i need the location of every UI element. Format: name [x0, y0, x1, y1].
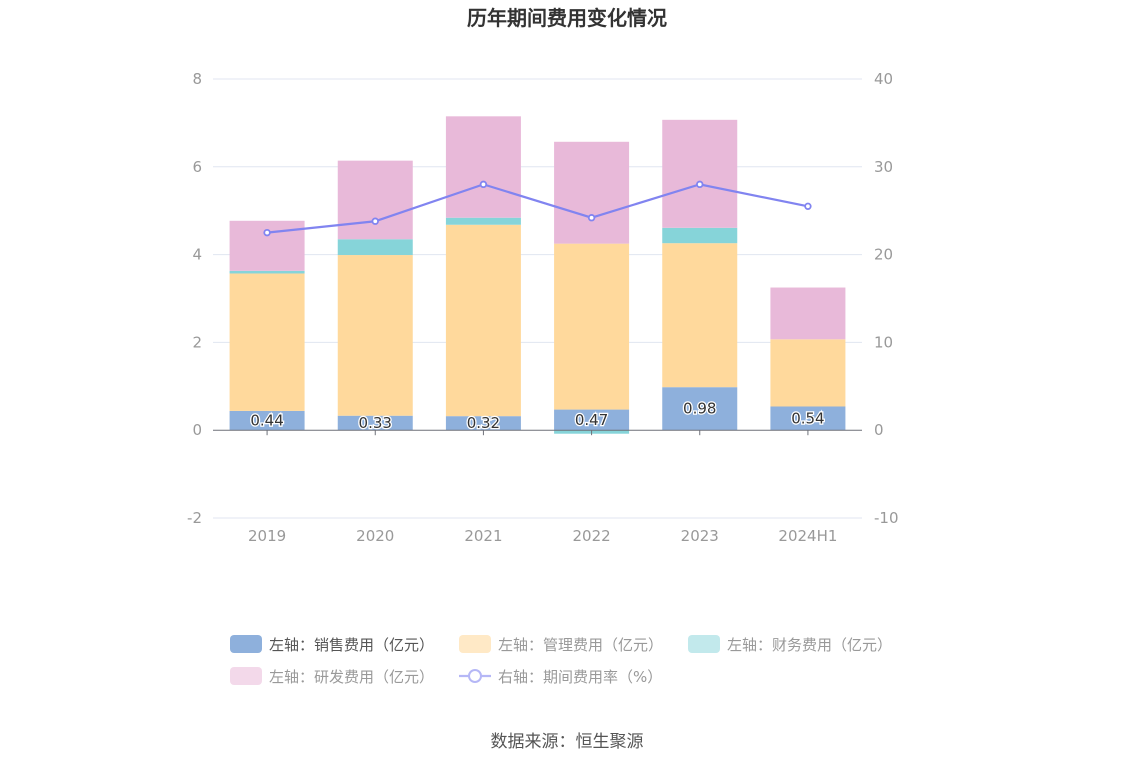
- rate-line: [266, 183, 809, 234]
- category-label: 2024H1: [778, 527, 837, 545]
- bar-segment: [445, 224, 521, 417]
- bar-value-label: 0.44: [250, 412, 283, 430]
- bar-segment: [662, 119, 738, 228]
- bar-value-label: 0.98: [683, 400, 716, 418]
- category-label: 2022: [572, 527, 610, 545]
- left-tick-label: -2: [187, 509, 202, 527]
- rate-point: [263, 228, 271, 237]
- legend-swatch: [230, 667, 262, 685]
- legend-item[interactable]: 左轴：研发费用（亿元）: [230, 667, 434, 686]
- right-tick-label: 40: [874, 70, 893, 88]
- rate-point: [479, 180, 488, 189]
- rate-point: [696, 180, 704, 189]
- right-tick-label: 10: [874, 333, 893, 351]
- bar-value-label: 0.54: [791, 409, 824, 427]
- legend-marker: [468, 669, 482, 683]
- data-source: 数据来源：恒生聚源: [491, 732, 644, 752]
- left-tick-label: 6: [192, 158, 202, 176]
- legend-label: 右轴：期间费用率（%）: [498, 668, 662, 686]
- bar-segment: [337, 239, 413, 256]
- bar-segment: [337, 255, 413, 416]
- legend-label: 左轴：销售费用（亿元）: [269, 636, 434, 654]
- bar-series: [229, 116, 846, 434]
- bar-segment: [770, 287, 846, 340]
- right-axis-ticks: -10 0 10 20 30 40: [874, 70, 899, 527]
- legend: 左轴：销售费用（亿元） 左轴：管理费用（亿元） 左轴：财务费用（亿元） 左轴：研发费用…: [230, 635, 892, 686]
- category-label: 2019: [248, 527, 286, 545]
- bar-value-label: 0.32: [467, 414, 500, 432]
- legend-swatch: [230, 635, 262, 653]
- line-series: [263, 180, 812, 237]
- bar-segment: [445, 116, 521, 218]
- right-tick-label: 20: [874, 246, 893, 264]
- bar-segment: [229, 270, 305, 274]
- left-tick-label: 4: [192, 246, 202, 264]
- bar-segment: [554, 409, 630, 431]
- rate-point: [587, 214, 596, 222]
- right-tick-label: 30: [874, 158, 893, 176]
- bar-value-label: 0.33: [359, 414, 392, 432]
- rate-point: [371, 217, 379, 225]
- bar-segment: [770, 406, 846, 431]
- bar-segment: [337, 415, 413, 431]
- category-labels: 2019 2020 2021 2022 2023 2024H1: [248, 527, 837, 545]
- left-tick-label: 2: [192, 333, 202, 351]
- bar-value-label: 0.47: [575, 411, 608, 429]
- bar-segment: [229, 410, 305, 431]
- grid-lines: [213, 78, 862, 519]
- x-axis: [213, 429, 862, 436]
- legend-label: 左轴：财务费用（亿元）: [727, 636, 892, 654]
- category-label: 2023: [681, 527, 719, 545]
- bar-segment: [770, 339, 846, 407]
- bar-data-labels: 0.44 0.33 0.32 0.47 0.98 0.54: [249, 398, 826, 433]
- bar-segment: [662, 227, 738, 244]
- legend-label: 左轴：管理费用（亿元）: [498, 636, 663, 654]
- left-axis-ticks: -2 0 2 4 6 8: [187, 70, 202, 527]
- legend-swatch: [459, 635, 491, 653]
- category-label: 2021: [464, 527, 502, 545]
- legend-item[interactable]: 左轴：销售费用（亿元）: [230, 635, 434, 654]
- bar-segment: [662, 243, 738, 388]
- bar-segment: [445, 217, 521, 225]
- right-tick-label: -10: [874, 509, 899, 527]
- bar-segment: [662, 387, 738, 431]
- bar-segment: [229, 220, 305, 271]
- legend-item[interactable]: 右轴：期间费用率（%）: [459, 668, 662, 686]
- bar-segment: [337, 160, 413, 240]
- category-label: 2020: [356, 527, 394, 545]
- legend-item[interactable]: 左轴：管理费用（亿元）: [459, 635, 663, 654]
- bar-segment: [445, 416, 521, 431]
- right-tick-label: 0: [874, 421, 884, 439]
- bar-segment: [554, 141, 630, 244]
- chart-title: 历年期间费用变化情况: [467, 6, 667, 30]
- legend-item[interactable]: 左轴：财务费用（亿元）: [688, 635, 892, 654]
- legend-swatch: [688, 635, 720, 653]
- left-tick-label: 8: [192, 70, 202, 88]
- bar-segment: [554, 243, 630, 410]
- rate-point: [804, 202, 812, 211]
- legend-label: 左轴：研发费用（亿元）: [269, 668, 434, 686]
- bar-segment: [229, 273, 305, 411]
- left-tick-label: 0: [192, 421, 202, 439]
